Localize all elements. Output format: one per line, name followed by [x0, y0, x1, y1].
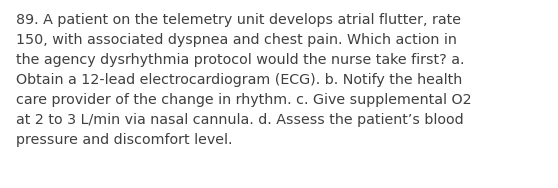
Text: 89. A patient on the telemetry unit develops atrial flutter, rate
150, with asso: 89. A patient on the telemetry unit deve…	[16, 13, 472, 147]
